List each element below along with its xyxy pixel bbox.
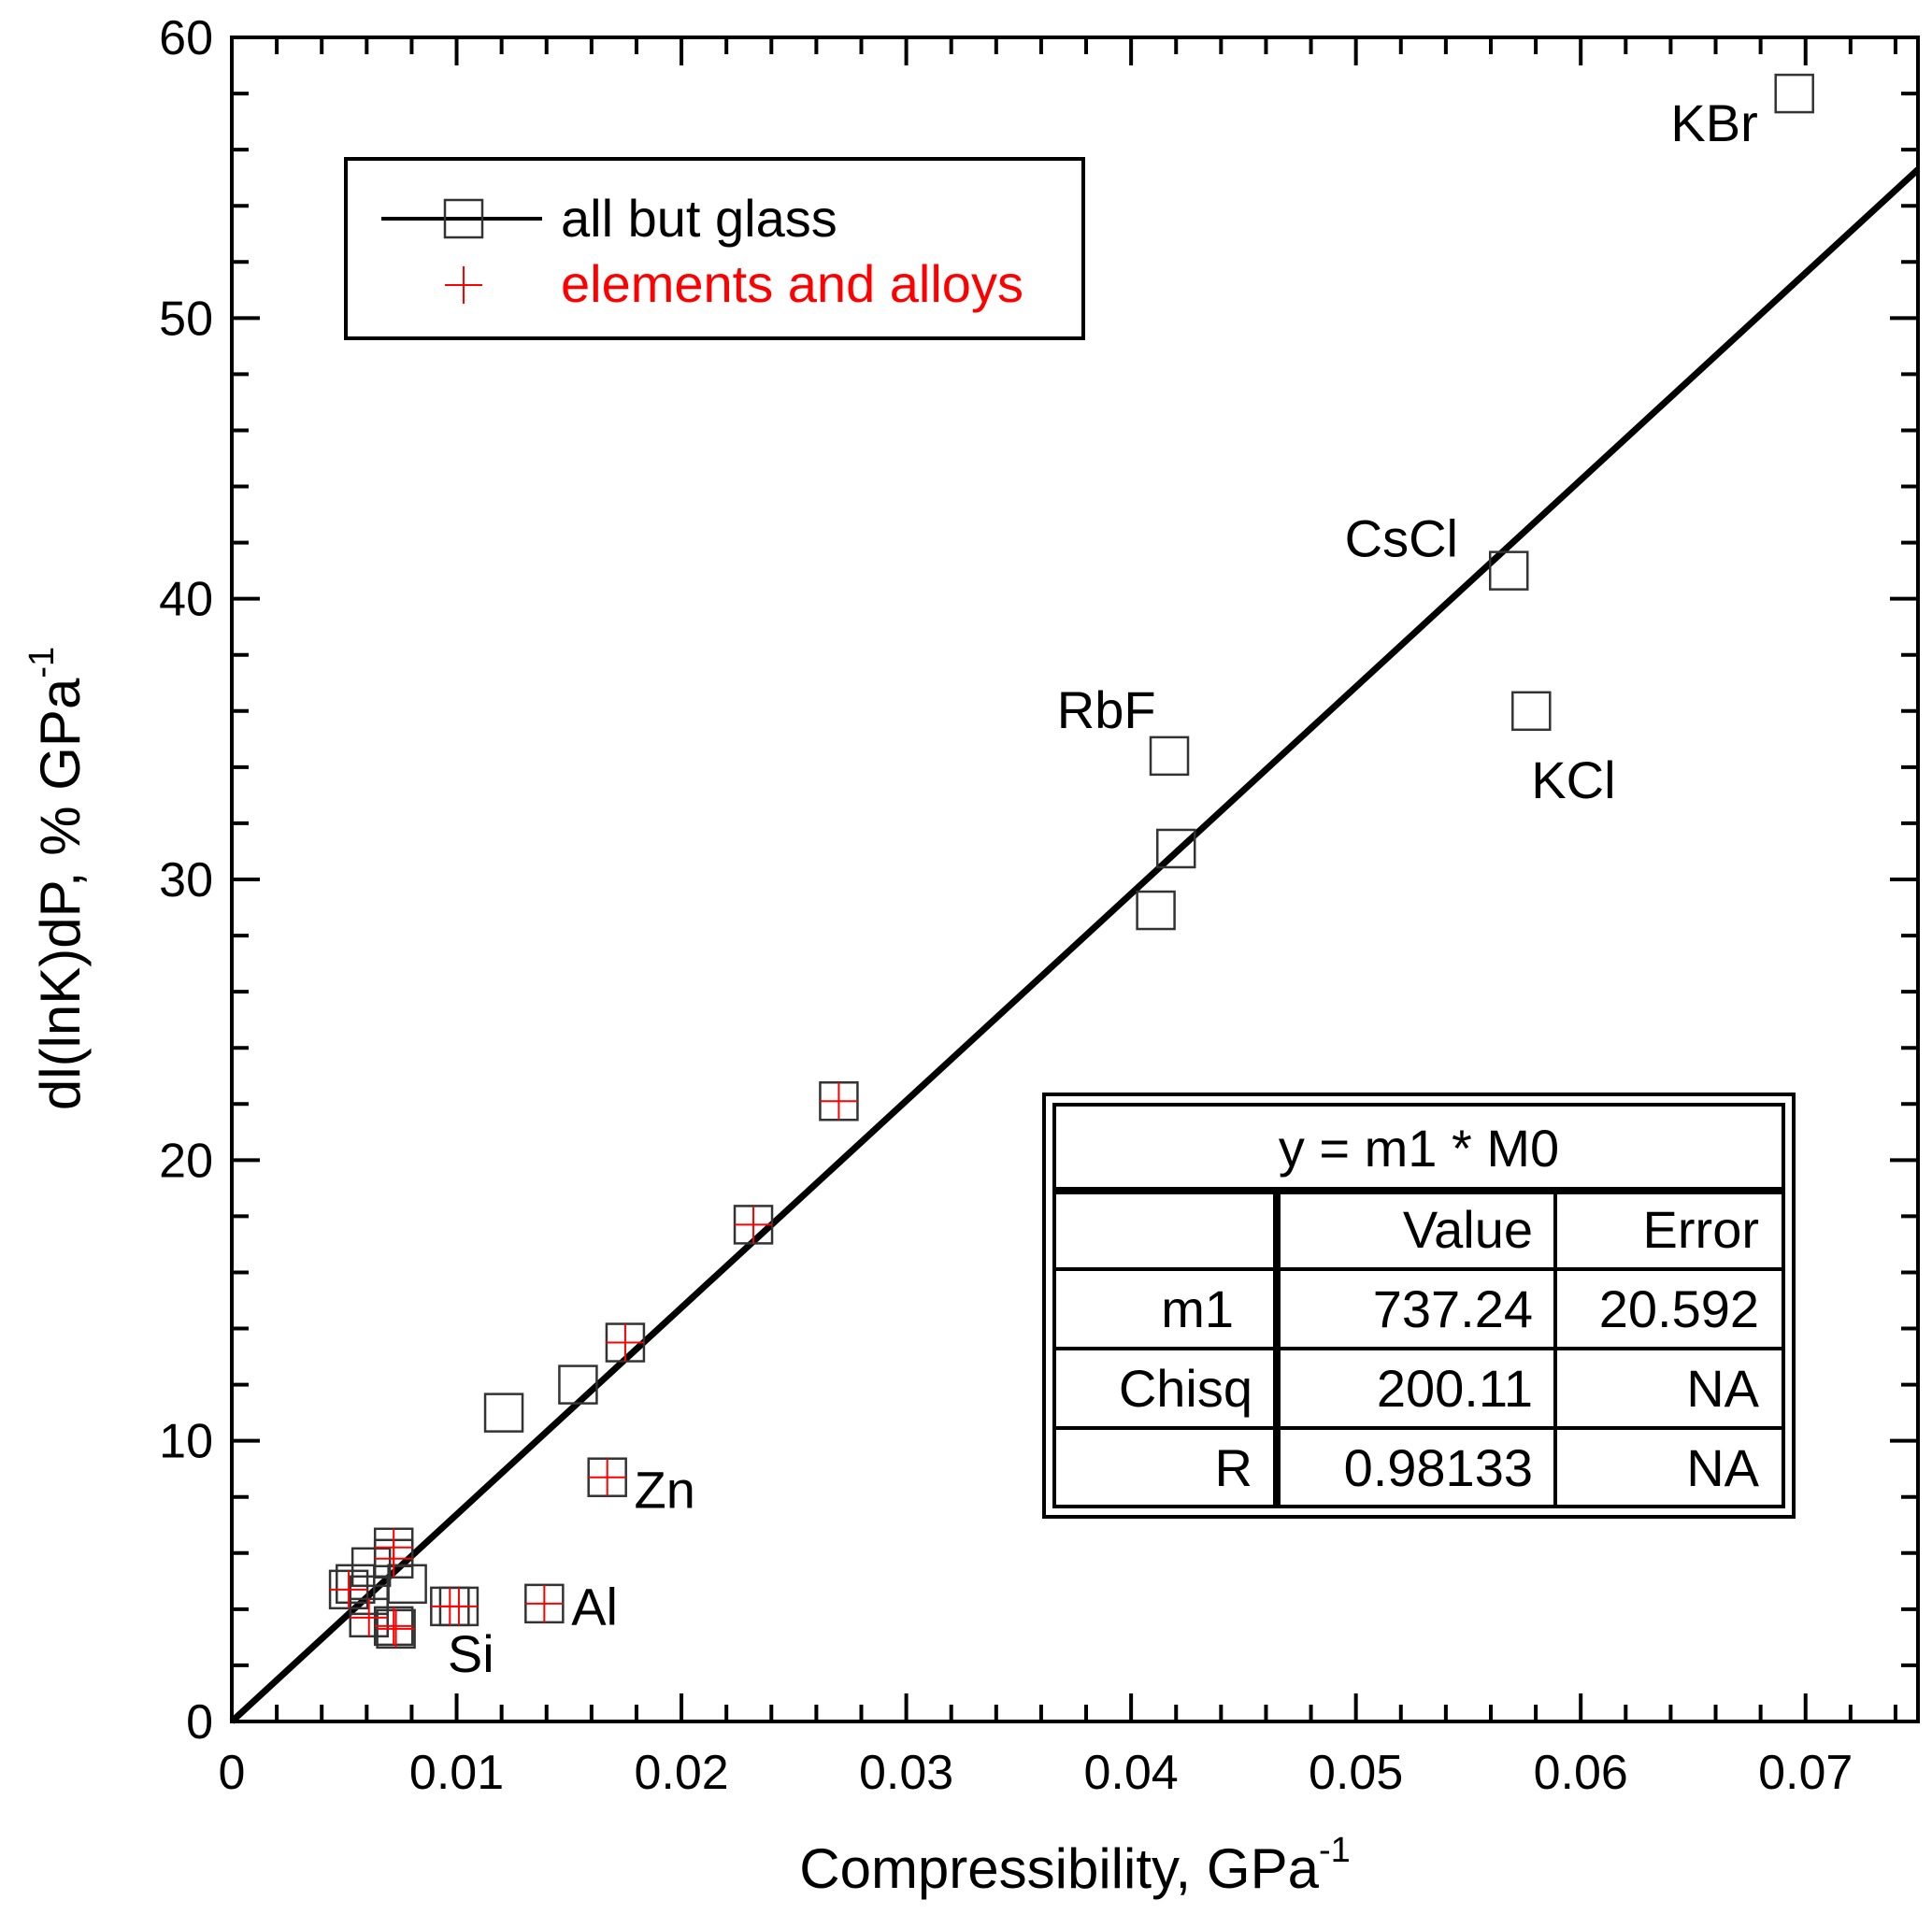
y-axis-label: dl(lnK)dP, % GPa-1 [22,647,92,1110]
y-tick-label: 30 [159,853,213,907]
x-axis-label-text: Compressibility, GPa [799,1837,1319,1900]
row-value: 200.11 [1377,1359,1533,1418]
plot-frame [230,36,1920,1723]
row-value: 737.24 [1373,1279,1533,1338]
legend-cross-icon [445,266,482,304]
square-marker [558,1364,598,1405]
table-row: Chisq 200.11 NA [1119,1359,1760,1418]
x-tick-label: 0.02 [634,1746,728,1800]
row-error: NA [1686,1438,1759,1497]
cross-marker [735,1206,773,1244]
point-annotation: KCl [1531,750,1615,809]
y-tick-label: 60 [159,11,213,65]
row-value: 0.98133 [1344,1438,1533,1497]
cross-marker [375,1607,413,1645]
point-annotation: CsCl [1345,509,1458,568]
row-label: R [1215,1438,1252,1497]
cross-marker [525,1584,564,1622]
row-error: NA [1686,1359,1759,1418]
square-marker [1136,890,1176,931]
x-tick-label: 0.04 [1084,1746,1179,1800]
data-points [328,73,1814,1650]
y-tick-label: 40 [159,573,213,627]
table-row: m1 737.24 20.592 [1161,1279,1759,1338]
row-label: Chisq [1119,1359,1252,1418]
point-annotation: Al [571,1577,618,1635]
fit-results-table: y = m1 * M0 Value Error m1 737.24 20.592… [1042,1093,1796,1519]
cross-marker [330,1570,368,1608]
cross-marker [820,1082,858,1121]
y-axis-label-sup: -1 [22,647,62,678]
y-tick-label: 50 [159,292,213,346]
x-tick-label: 0.05 [1309,1746,1403,1800]
y-tick-label: 20 [159,1134,213,1188]
cross-marker [350,1598,388,1636]
point-annotation: Zn [635,1461,695,1520]
x-tick-label: 0.07 [1758,1746,1853,1800]
x-tick-label: 0.01 [409,1746,504,1800]
fit-line [229,166,1921,1724]
legend-label-elements: elements and alloys [561,254,1023,313]
square-marker [1155,828,1196,869]
point-annotation: RbF [1057,680,1156,739]
tick-labels: 0 0.01 0.02 0.03 0.04 0.05 0.06 0.07 0 10 20 30 40 50… [159,11,1853,1800]
x-axis-label: Compressibility, GPa-1 [799,1831,1351,1900]
table-header-error: Error [1643,1200,1759,1259]
cross-marker [375,1539,413,1578]
y-axis-label-text: dl(lnK)dP, % GPa [29,678,92,1110]
row-error: 20.592 [1599,1279,1759,1338]
cross-marker [377,1609,415,1648]
square-marker [1511,691,1552,732]
cross-marker [588,1458,626,1496]
table-header-value: Value [1403,1200,1533,1259]
table-row: R 0.98133 NA [1215,1438,1760,1497]
x-tick-label: 0 [219,1746,246,1800]
square-marker [1774,73,1814,114]
y-tick-label: 0 [186,1695,213,1750]
x-tick-label: 0.03 [859,1746,953,1800]
row-label: m1 [1161,1279,1234,1338]
legend: all but glass elements and alloys [344,157,1085,340]
fit-equation: y = m1 * M0 [1279,1119,1559,1178]
square-marker [1149,736,1190,777]
x-axis-label-sup: -1 [1319,1831,1351,1870]
square-marker [336,1564,376,1605]
square-marker [1488,550,1529,591]
point-annotation: KBr [1670,93,1757,152]
x-tick-label: 0.06 [1534,1746,1628,1800]
annotations: KBr CsCl KCl RbF Zn Al Si [448,93,1758,1683]
legend-square-icon [443,198,484,239]
square-marker [483,1393,524,1433]
cross-marker [606,1323,644,1362]
point-annotation: Si [448,1624,494,1683]
legend-box [344,157,1085,340]
legend-label-all: all but glass [561,189,837,248]
y-tick-label: 10 [159,1415,213,1469]
cross-marker [439,1587,478,1625]
square-marker [351,1547,392,1588]
